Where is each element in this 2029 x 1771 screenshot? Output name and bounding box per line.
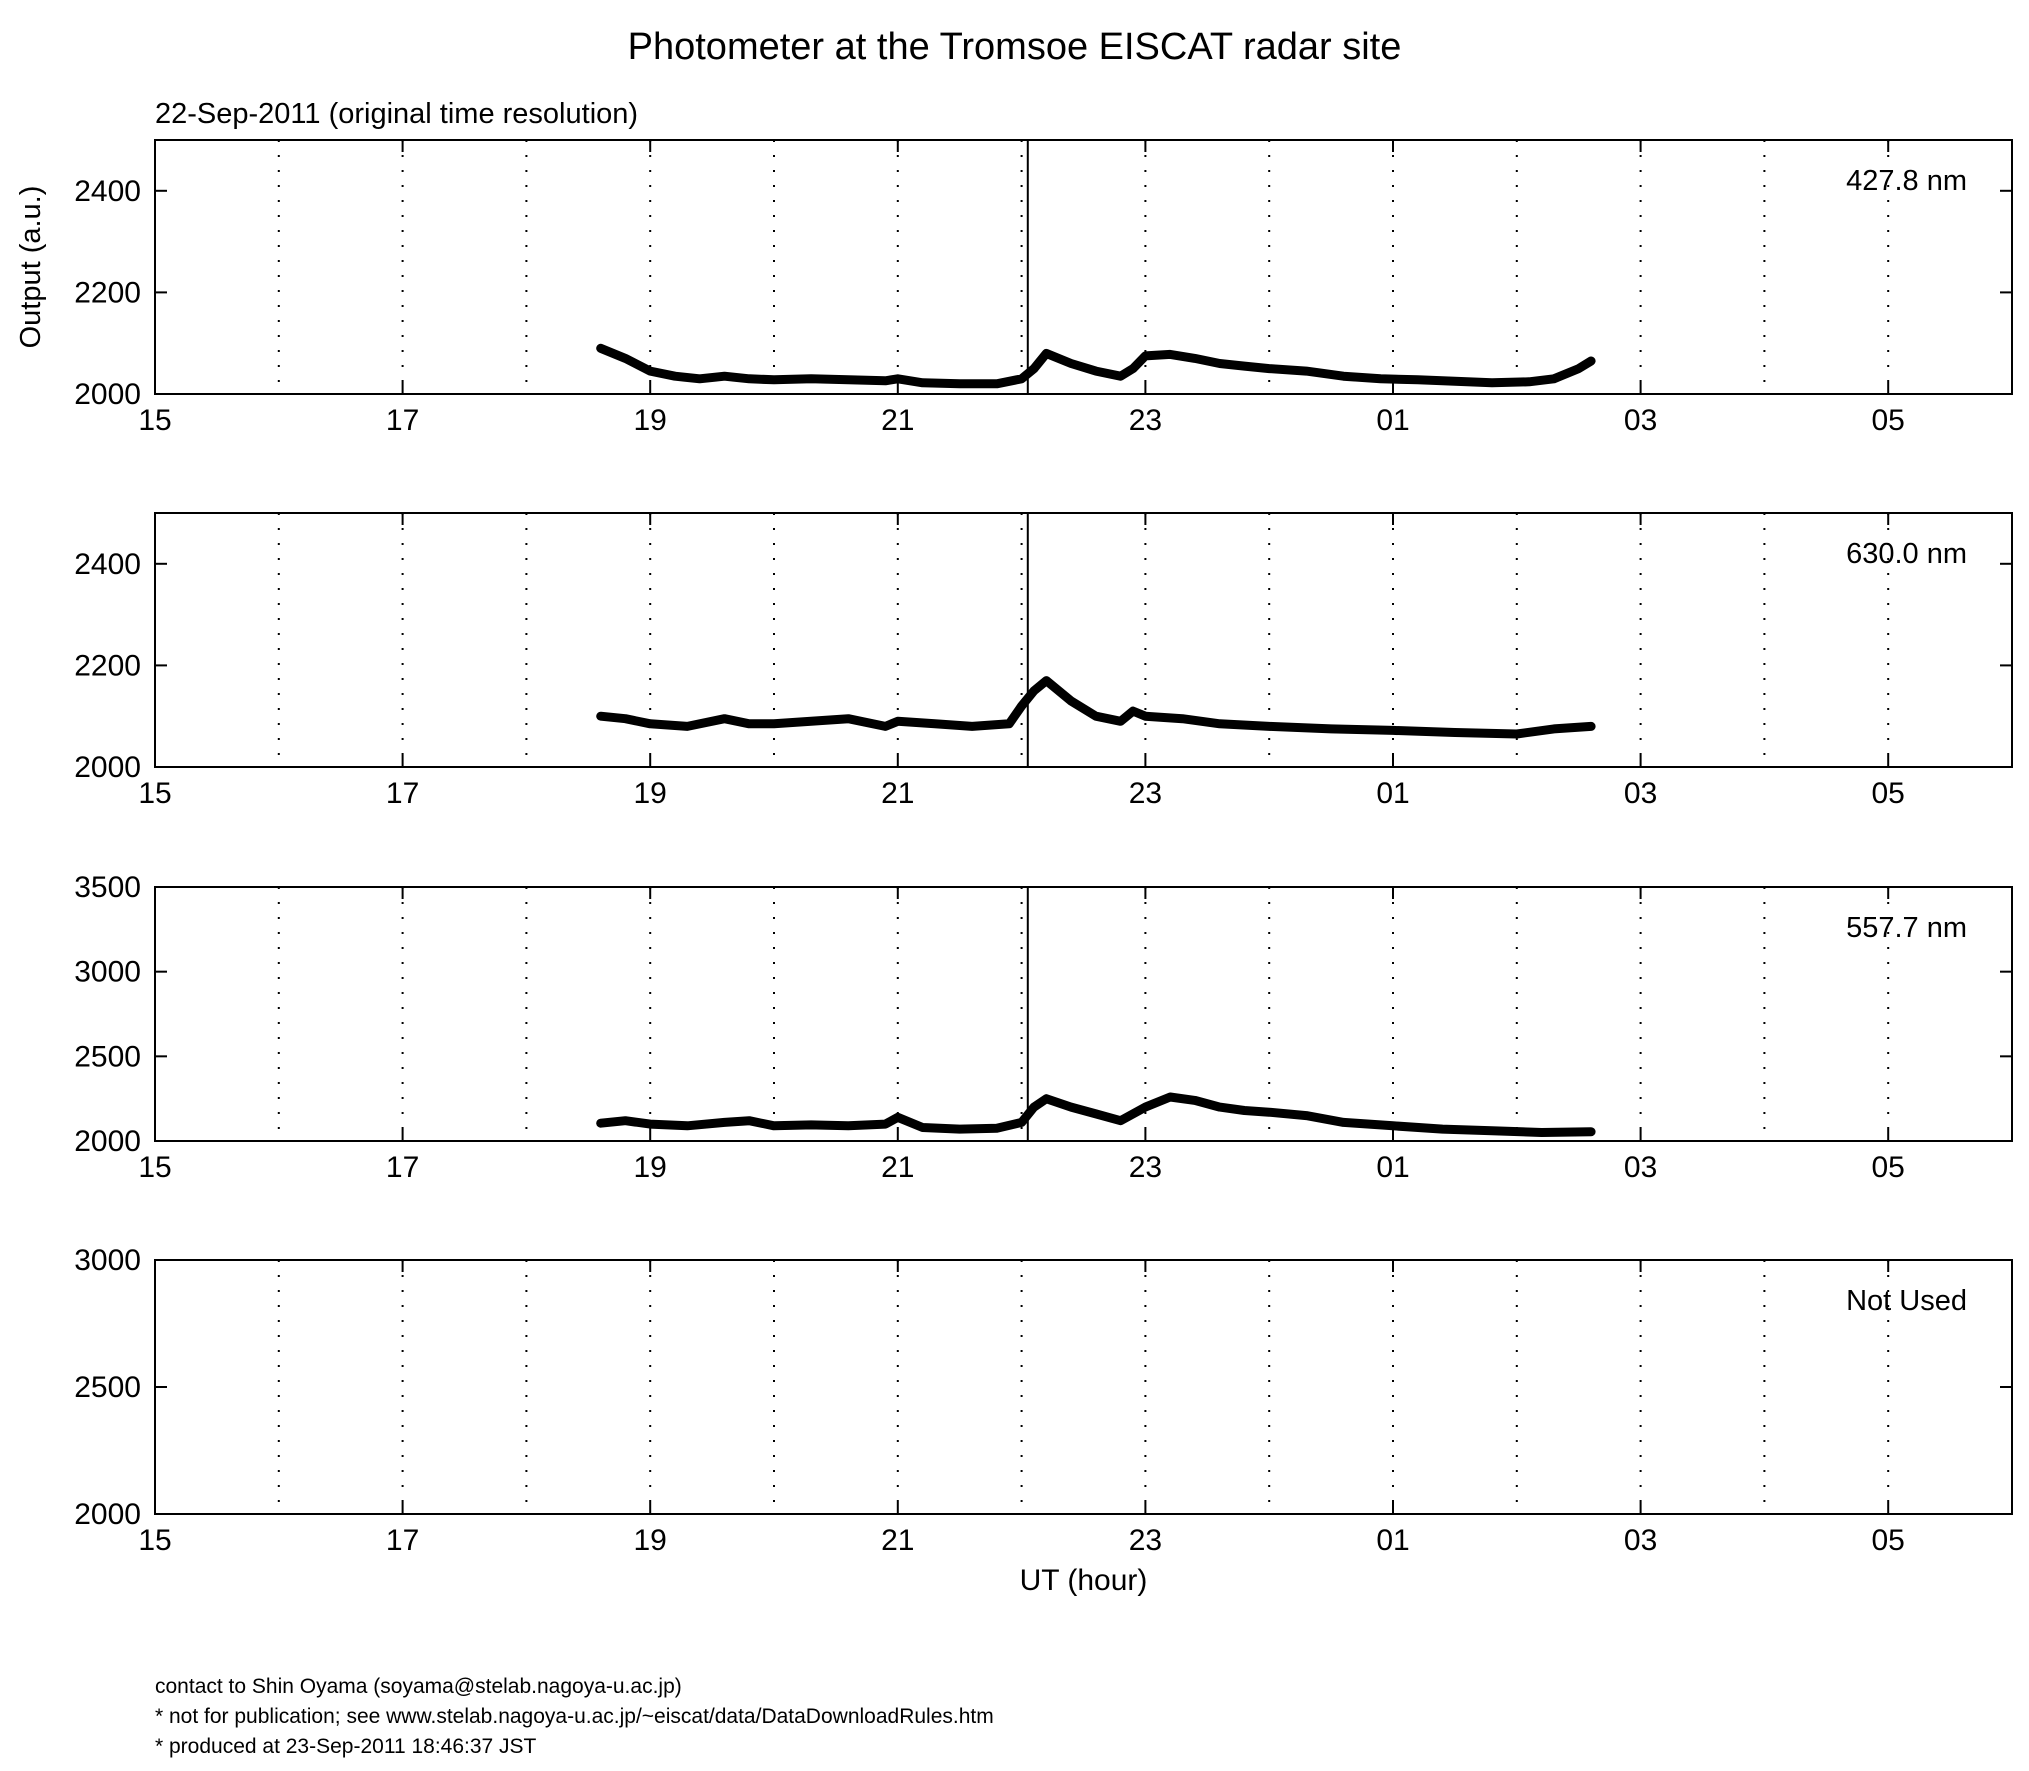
y-tick-label: 2000 xyxy=(74,751,141,784)
y-tick-label: 3000 xyxy=(74,1244,141,1277)
y-tick-label: 3000 xyxy=(74,956,141,989)
x-axis-label: UT (hour) xyxy=(1020,1564,1148,1597)
panel-frame xyxy=(154,512,2013,768)
y-tick-label: 2500 xyxy=(74,1040,141,1073)
x-tick-label: 03 xyxy=(1624,1151,1657,1184)
x-tick-label: 17 xyxy=(386,1524,419,1557)
panel-3: 15 17 19 21 23 01 03 05 2000 2500 3000 3500 557.7 nm xyxy=(74,871,2013,1184)
x-tick-label: 15 xyxy=(138,777,171,810)
wavelength-label: 557.7 nm xyxy=(1846,912,1967,944)
x-tick-label: 01 xyxy=(1376,777,1409,810)
x-tick-label: 03 xyxy=(1624,1524,1657,1557)
x-tick-label: 23 xyxy=(1129,1151,1162,1184)
panel-2: 15 17 19 21 23 01 03 05 2000 2200 2400 630.0 nm xyxy=(74,512,2013,810)
footer-contact: contact to Shin Oyama (soyama@stelab.nag… xyxy=(155,1675,682,1698)
y-tick-label: 2200 xyxy=(74,276,141,309)
footer: contact to Shin Oyama (soyama@stelab.nag… xyxy=(155,1672,994,1762)
chart-subtitle: 22-Sep-2011 (original time resolution) xyxy=(155,98,639,130)
x-tick-label: 17 xyxy=(386,777,419,810)
x-tick-label: 01 xyxy=(1376,404,1409,437)
y-tick-label: 2000 xyxy=(74,1125,141,1158)
x-tick-label: 21 xyxy=(881,777,914,810)
x-tick-label: 17 xyxy=(386,1151,419,1184)
y-tick-label: 2500 xyxy=(74,1371,141,1404)
x-tick-label: 23 xyxy=(1129,404,1162,437)
y-tick-label: 2000 xyxy=(74,378,141,411)
x-tick-label: 03 xyxy=(1624,777,1657,810)
x-tick-label: 05 xyxy=(1872,1524,1905,1557)
panel-frame xyxy=(154,886,2013,1142)
y-tick-label: 2000 xyxy=(74,1498,141,1531)
x-tick-label: 19 xyxy=(634,404,667,437)
wavelength-label: 427.8 nm xyxy=(1846,165,1967,197)
x-tick-label: 01 xyxy=(1376,1524,1409,1557)
y-tick-label: 2400 xyxy=(74,175,141,208)
x-tick-label: 15 xyxy=(138,1524,171,1557)
x-tick-label: 19 xyxy=(634,777,667,810)
series-line xyxy=(596,1092,1596,1137)
wavelength-label: 630.0 nm xyxy=(1846,538,1967,570)
footer-publication-note: * not for publication; see www.stelab.na… xyxy=(155,1705,994,1728)
x-tick-label: 15 xyxy=(138,404,171,437)
y-tick-label: 2400 xyxy=(74,548,141,581)
chart-title: Photometer at the Tromsoe EISCAT radar s… xyxy=(627,26,1402,68)
x-tick-label: 23 xyxy=(1129,777,1162,810)
y-tick-label: 3500 xyxy=(74,871,141,904)
series-line xyxy=(596,676,1596,739)
x-tick-label: 01 xyxy=(1376,1151,1409,1184)
footer-produced-at: * produced at 23-Sep-2011 18:46:37 JST xyxy=(155,1735,537,1758)
series-line xyxy=(596,343,1596,389)
x-tick-label: 19 xyxy=(634,1524,667,1557)
panel-frame xyxy=(154,1259,2013,1515)
x-tick-label: 21 xyxy=(881,1151,914,1184)
panel-4: 15 17 19 21 23 01 03 05 2000 2500 3000 Not Used UT (… xyxy=(74,1244,2013,1597)
x-tick-label: 03 xyxy=(1624,404,1657,437)
x-tick-label: 23 xyxy=(1129,1524,1162,1557)
x-tick-label: 19 xyxy=(634,1151,667,1184)
y-tick-label: 2200 xyxy=(74,649,141,682)
x-tick-label: 17 xyxy=(386,404,419,437)
x-tick-label: 05 xyxy=(1872,404,1905,437)
panel-1: 15 17 19 21 23 01 03 05 2000 2200 2400 427.8 nm Outp… xyxy=(15,139,2013,437)
x-tick-label: 05 xyxy=(1872,777,1905,810)
y-axis-label: Output (a.u.) xyxy=(15,186,47,349)
x-tick-label: 15 xyxy=(138,1151,171,1184)
wavelength-label: Not Used xyxy=(1846,1285,1967,1317)
x-tick-label: 05 xyxy=(1872,1151,1905,1184)
panel-frame xyxy=(154,139,2013,395)
x-tick-label: 21 xyxy=(881,404,914,437)
x-tick-label: 21 xyxy=(881,1524,914,1557)
